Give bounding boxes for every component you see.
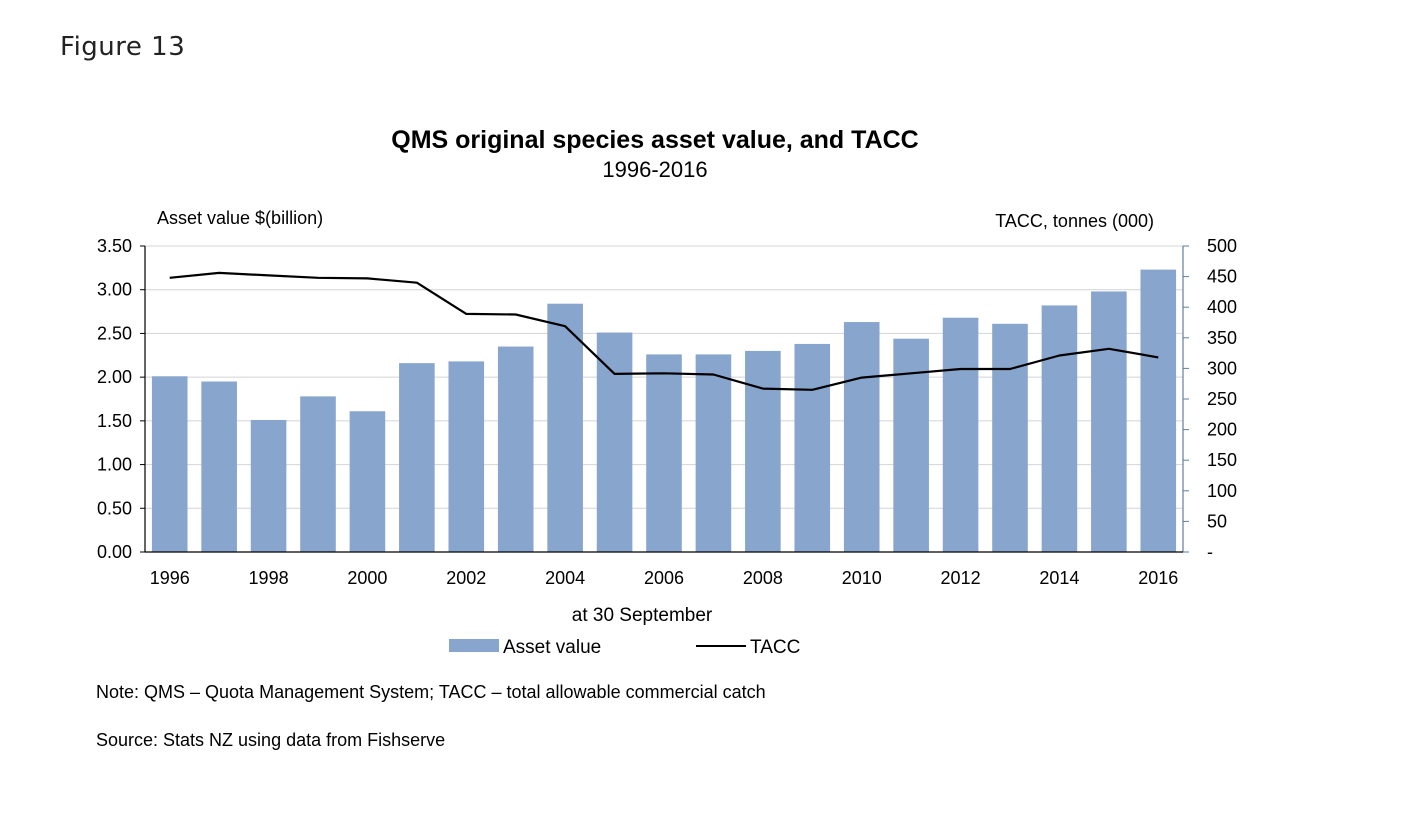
y-tick-label: 1.00 xyxy=(97,455,132,475)
y2-tick-label: 200 xyxy=(1207,420,1237,440)
bar-2016 xyxy=(1140,269,1177,552)
y2-tick-label: 450 xyxy=(1207,267,1237,287)
y2-tick-label: 150 xyxy=(1207,450,1237,470)
bar-2011 xyxy=(893,338,929,552)
legend-label-tacc: TACC xyxy=(750,637,800,658)
y-tick-label: 3.00 xyxy=(97,280,132,300)
asset-value-bars xyxy=(151,269,1177,552)
legend: Asset value TACC xyxy=(449,637,800,658)
bar-2012 xyxy=(942,317,979,552)
x-tick-labels: 1996 1998 2000 2002 2004 2006 2008 2010 2012 2014… xyxy=(150,568,1179,588)
x-tick-label: 1996 xyxy=(150,568,190,588)
y2-tick-labels: - 50 100 150 200 250 300 350 400 450 500 xyxy=(1207,236,1237,562)
bar-2008 xyxy=(745,350,781,552)
bar-1996 xyxy=(151,376,188,552)
x-tick-label: 2014 xyxy=(1039,568,1079,588)
bar-2005 xyxy=(596,332,633,552)
y2-tick-label: 50 xyxy=(1207,511,1227,531)
y-tick-label: 3.50 xyxy=(97,236,132,256)
y-tick-label: 0.50 xyxy=(97,498,132,518)
y-tick-labels: 0.00 0.50 1.00 1.50 2.00 2.50 3.00 3.50 xyxy=(97,236,132,562)
y2-axis-label: TACC, tonnes (000) xyxy=(995,211,1154,231)
chart-source: Source: Stats NZ using data from Fishser… xyxy=(96,730,446,750)
chart-title: QMS original species asset value, and TA… xyxy=(391,126,918,154)
bar-1998 xyxy=(250,419,287,552)
legend-swatch-asset-value xyxy=(449,639,499,652)
y-tick-label: 2.50 xyxy=(97,323,132,343)
tacc-line-group xyxy=(169,271,1159,391)
y-tick-label: 1.50 xyxy=(97,411,132,431)
bar-1997 xyxy=(201,381,237,552)
figure-label: Figure 13 xyxy=(60,32,186,62)
y2-tick-label: 500 xyxy=(1207,236,1237,256)
bar-2004 xyxy=(547,303,583,552)
bar-2007 xyxy=(695,354,732,552)
bar-2006 xyxy=(646,354,682,552)
bar-2014 xyxy=(1041,305,1078,552)
bar-2002 xyxy=(448,361,485,552)
y2-tick-label: 250 xyxy=(1207,389,1237,409)
x-tick-label: 2008 xyxy=(743,568,783,588)
y-tick-label: 2.00 xyxy=(97,367,132,387)
x-tick-label: 2004 xyxy=(545,568,585,588)
x-tick-label: 2016 xyxy=(1138,568,1178,588)
bar-1999 xyxy=(300,396,336,552)
y-tick-label: 0.00 xyxy=(97,542,132,562)
x-tick-label: 2012 xyxy=(941,568,981,588)
bar-2000 xyxy=(349,411,386,552)
x-axis-label: at 30 September xyxy=(572,605,713,626)
bar-2015 xyxy=(1091,291,1127,552)
x-tick-label: 2002 xyxy=(446,568,486,588)
bar-2009 xyxy=(794,343,831,552)
bar-2003 xyxy=(497,346,534,552)
tacc-line xyxy=(169,271,1159,391)
y-axis-label: Asset value $(billion) xyxy=(157,208,323,228)
y2-tick-label: 400 xyxy=(1207,297,1237,317)
chart-subtitle: 1996-2016 xyxy=(602,157,707,182)
x-tick-label: 2010 xyxy=(842,568,882,588)
bar-2001 xyxy=(399,363,435,552)
x-tick-label: 2000 xyxy=(347,568,387,588)
legend-label-asset-value: Asset value xyxy=(503,637,601,658)
y2-tick-label: 350 xyxy=(1207,328,1237,348)
y2-tick-label: 100 xyxy=(1207,481,1237,501)
bar-2010 xyxy=(843,322,880,552)
axes xyxy=(140,245,1189,553)
bar-2013 xyxy=(992,323,1028,552)
x-tick-label: 1998 xyxy=(249,568,289,588)
y2-tick-label: - xyxy=(1207,542,1213,562)
chart: QMS original species asset value, and TA… xyxy=(97,126,1237,658)
x-tick-label: 2006 xyxy=(644,568,684,588)
chart-note: Note: QMS – Quota Management System; TAC… xyxy=(96,682,766,702)
y2-tick-label: 300 xyxy=(1207,358,1237,378)
